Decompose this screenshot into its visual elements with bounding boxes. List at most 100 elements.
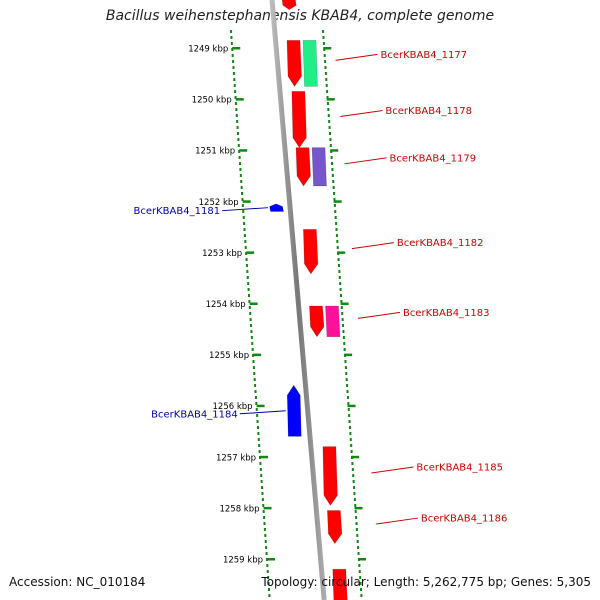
guide-dot-left	[239, 168, 242, 171]
guide-dot-left	[239, 174, 242, 177]
gene-label-leader	[340, 110, 383, 118]
gene-label-leader	[222, 207, 269, 212]
gene-arrow-forward	[286, 40, 302, 87]
guide-dot-left	[238, 156, 241, 159]
guide-dot-left	[245, 258, 248, 261]
guide-dot-right	[333, 192, 336, 195]
tick-label: 1256 kbp	[213, 402, 253, 412]
guide-dot-right	[330, 156, 333, 159]
guide-dot-left	[262, 510, 265, 513]
tick-mark-left	[246, 251, 255, 254]
guide-dot-left	[256, 426, 259, 429]
genes	[269, 0, 348, 600]
guide-dot-right	[334, 216, 337, 219]
guide-dot-right	[340, 306, 343, 309]
guide-dot-left	[260, 480, 263, 483]
guide-dot-right	[346, 396, 349, 399]
guide-dot-right	[343, 348, 346, 351]
guide-dot-left	[248, 300, 251, 303]
tick-mark-left	[256, 404, 265, 408]
guide-dot-left	[267, 582, 270, 585]
gene-label: BcerKBAB4_1182	[397, 238, 484, 249]
guide-dot-right	[342, 336, 345, 339]
guide-dot-right	[350, 444, 353, 447]
guide-dot-right	[327, 114, 330, 117]
guide-dot-left	[268, 594, 271, 597]
guide-dot-left	[252, 360, 255, 363]
guide-dot-right	[332, 180, 335, 183]
genome-backbone	[269, 0, 327, 600]
tick-mark-right	[340, 302, 349, 305]
guide-dot-left	[267, 588, 270, 591]
guide-dot-right	[351, 462, 354, 465]
guide-dot-right	[345, 372, 348, 375]
accession-text: Accession: NC_010184	[9, 575, 146, 589]
guide-dot-right	[352, 480, 355, 483]
guide-dot-left	[233, 84, 236, 87]
gene-feature-box	[302, 40, 318, 87]
gene-label: BcerKBAB4_1185	[416, 462, 503, 473]
guide-dot-right	[359, 576, 362, 579]
guide-dot-left	[249, 312, 252, 315]
guide-dot-left	[243, 234, 246, 237]
tick-label: 1254 kbp	[206, 300, 246, 310]
guide-dot-right	[333, 204, 336, 207]
guide-dot-left	[241, 204, 244, 207]
guide-dot-right	[332, 186, 335, 189]
guide-dot-right	[356, 540, 359, 543]
guide-dot-left	[244, 246, 247, 249]
guide-dot-right	[350, 450, 353, 453]
guide-dot-left	[260, 474, 263, 477]
guide-dot-left	[234, 90, 237, 93]
guide-dot-left	[231, 54, 234, 57]
guide-dot-left	[236, 120, 239, 123]
guide-dot-left	[254, 390, 257, 393]
guide-dot-right	[358, 570, 361, 573]
guide-dot-right	[340, 300, 343, 303]
guide-dot-left	[258, 444, 261, 447]
guide-dot-left	[257, 432, 260, 435]
tick-label: 1251 kbp	[195, 147, 235, 157]
tick-mark-right	[354, 506, 363, 510]
guide-dot-right	[326, 90, 329, 93]
guide-dot-left	[259, 462, 262, 465]
guide-dot-left	[237, 144, 240, 147]
tick-mark-right	[330, 149, 339, 152]
guide-dot-right	[331, 168, 334, 171]
gene-feature-box	[311, 147, 327, 187]
guide-dot-left	[247, 282, 250, 285]
guide-dot-left	[245, 264, 248, 267]
guide-dot-right	[329, 138, 332, 141]
tick-mark-left	[263, 506, 272, 510]
tick-mark-left	[253, 353, 262, 357]
guide-dot-right	[322, 30, 325, 33]
guide-dot-right	[328, 126, 331, 129]
guide-dot-right	[341, 318, 344, 321]
guide-dot-right	[325, 84, 328, 87]
guide-dot-left	[254, 384, 257, 387]
guide-dot-right	[353, 486, 356, 489]
guide-dot-right	[337, 264, 340, 267]
gene-arrow-forward	[303, 229, 319, 275]
guide-dot-left	[251, 348, 254, 351]
guide-dot-left	[259, 456, 262, 459]
guide-dot-left	[233, 78, 236, 81]
tick-label: 1255 kbp	[209, 351, 249, 361]
gene-arrow-forward	[322, 446, 338, 506]
guide-dot-right	[342, 324, 345, 327]
guide-dot-left	[250, 336, 253, 339]
guide-dot-right	[356, 534, 359, 537]
guide-dot-right	[348, 420, 351, 423]
tick-label: 1258 kbp	[219, 504, 259, 514]
guide-dot-right	[336, 240, 339, 243]
guide-dot-left	[242, 210, 245, 213]
tick-mark-right	[326, 98, 335, 101]
guide-dot-right	[326, 96, 329, 99]
guide-dot-right	[357, 546, 360, 549]
guide-dot-right	[358, 564, 361, 567]
guide-dot-right	[337, 258, 340, 261]
gene-labels: BcerKBAB4_1177 BcerKBAB4_1178 BcerKBAB4_11…	[134, 50, 508, 525]
guide-dot-left	[261, 492, 264, 495]
guide-dot-right	[339, 288, 342, 291]
